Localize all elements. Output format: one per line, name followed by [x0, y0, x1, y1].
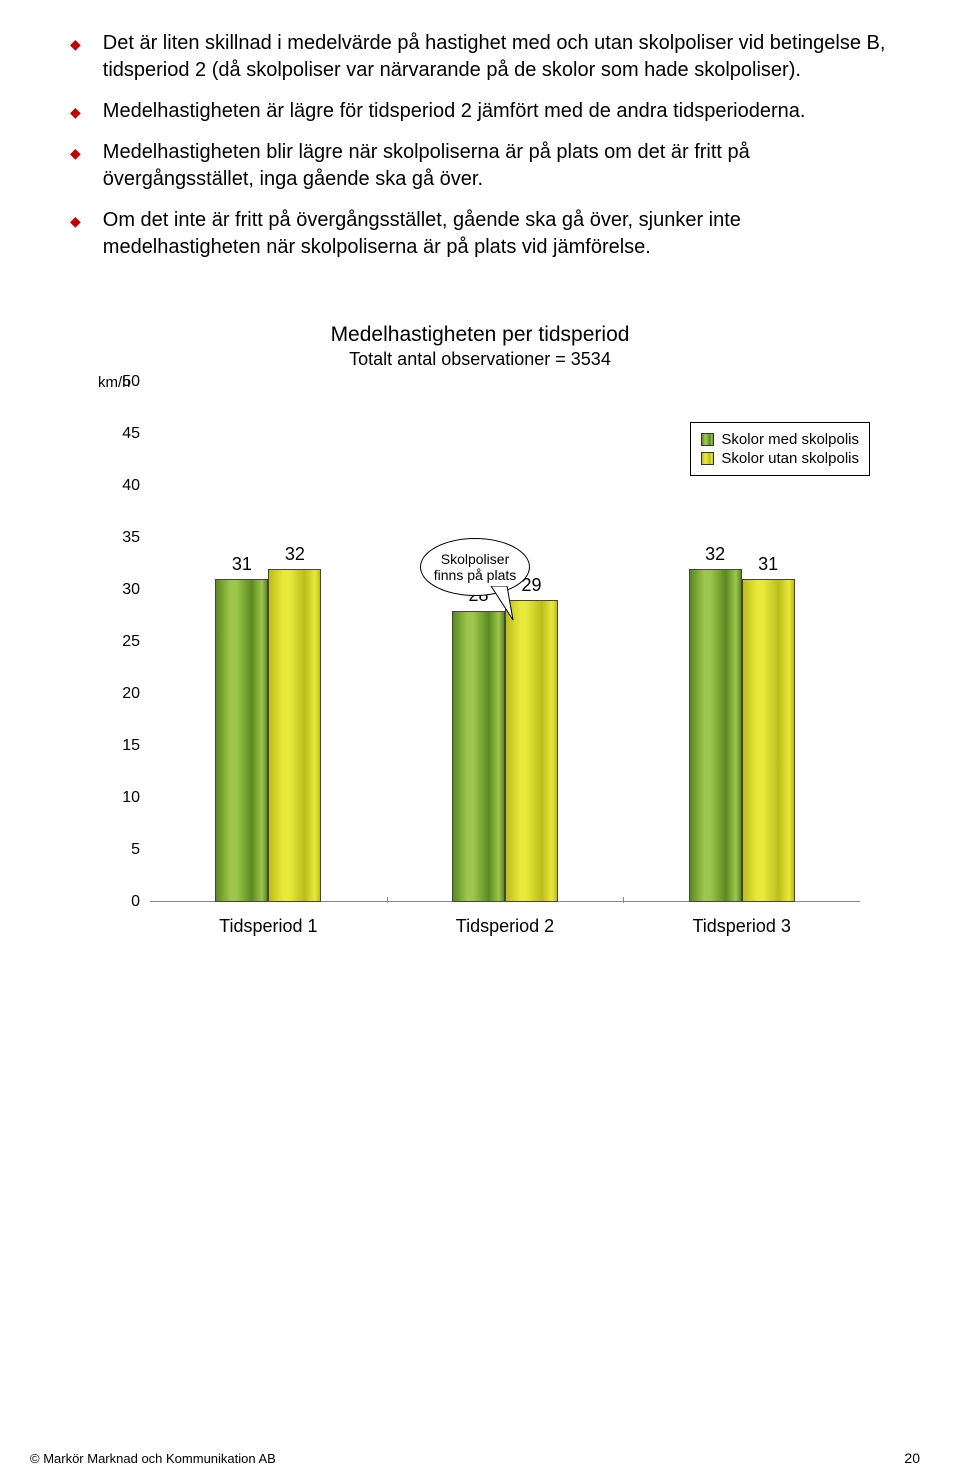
- y-tick-label: 20: [90, 685, 140, 703]
- legend-label: Skolor utan skolpolis: [721, 450, 859, 467]
- x-tick: [623, 897, 624, 903]
- bar-value-label: 31: [232, 554, 252, 575]
- legend-swatch: [701, 433, 714, 446]
- y-tick-label: 45: [90, 425, 140, 443]
- y-tick-label: 5: [90, 841, 140, 859]
- bullet-item: ◆ Om det inte är fritt på övergångsställe…: [70, 207, 890, 261]
- chart: km/h 051015202530354045503132Tidsperiod …: [90, 382, 870, 942]
- bullet-text: Det är liten skillnad i medelvärde på ha…: [103, 30, 890, 84]
- y-tick-label: 50: [90, 373, 140, 391]
- bullet-item: ◆ Det är liten skillnad i medelvärde på h…: [70, 30, 890, 84]
- bar: [742, 579, 795, 901]
- callout-tail: [485, 586, 525, 626]
- y-tick-label: 35: [90, 529, 140, 547]
- bullet-marker: ◆: [70, 103, 81, 122]
- chart-subtitle: Totalt antal observationer = 3534: [70, 348, 890, 371]
- y-tick-label: 30: [90, 581, 140, 599]
- y-tick-label: 15: [90, 737, 140, 755]
- legend-label: Skolor med skolpolis: [721, 431, 859, 448]
- x-tick: [387, 897, 388, 903]
- legend-item: Skolor utan skolpolis: [701, 450, 859, 467]
- bar: [452, 611, 505, 902]
- bullet-item: ◆ Medelhastigheten blir lägre när skolpol…: [70, 139, 890, 193]
- chart-title: Medelhastigheten per tidsperiod: [331, 323, 630, 346]
- bar: [505, 600, 558, 902]
- legend-swatch: [701, 452, 714, 465]
- bullet-text: Medelhastigheten blir lägre när skolpoli…: [103, 139, 890, 193]
- bullet-marker: ◆: [70, 35, 81, 54]
- bullet-text: Om det inte är fritt på övergångsstället…: [103, 207, 890, 261]
- bullet-text: Medelhastigheten är lägre för tidsperiod…: [103, 98, 806, 125]
- chart-title-block: Medelhastigheten per tidsperiod Totalt a…: [70, 321, 890, 372]
- x-axis-label: Tidsperiod 1: [219, 916, 317, 937]
- x-axis-label: Tidsperiod 2: [456, 916, 554, 937]
- bullet-item: ◆ Medelhastigheten är lägre för tidsperio…: [70, 98, 890, 125]
- bullet-marker: ◆: [70, 144, 81, 163]
- bar: [215, 579, 268, 901]
- x-axis-label: Tidsperiod 3: [692, 916, 790, 937]
- footer-copyright: © Markör Marknad och Kommunikation AB: [30, 1451, 276, 1466]
- y-tick-label: 0: [90, 893, 140, 911]
- bar-value-label: 31: [758, 554, 778, 575]
- bar-value-label: 32: [705, 544, 725, 565]
- bullet-marker: ◆: [70, 212, 81, 231]
- y-tick-label: 40: [90, 477, 140, 495]
- legend-item: Skolor med skolpolis: [701, 431, 859, 448]
- bar: [268, 569, 321, 902]
- y-tick-label: 10: [90, 789, 140, 807]
- page-number: 20: [904, 1450, 920, 1466]
- legend: Skolor med skolpolis Skolor utan skolpoli…: [690, 422, 870, 476]
- y-tick-label: 25: [90, 633, 140, 651]
- bullet-list: ◆ Det är liten skillnad i medelvärde på h…: [70, 30, 890, 261]
- page: ◆ Det är liten skillnad i medelvärde på h…: [0, 0, 960, 1484]
- bar: [689, 569, 742, 902]
- bar-value-label: 32: [285, 544, 305, 565]
